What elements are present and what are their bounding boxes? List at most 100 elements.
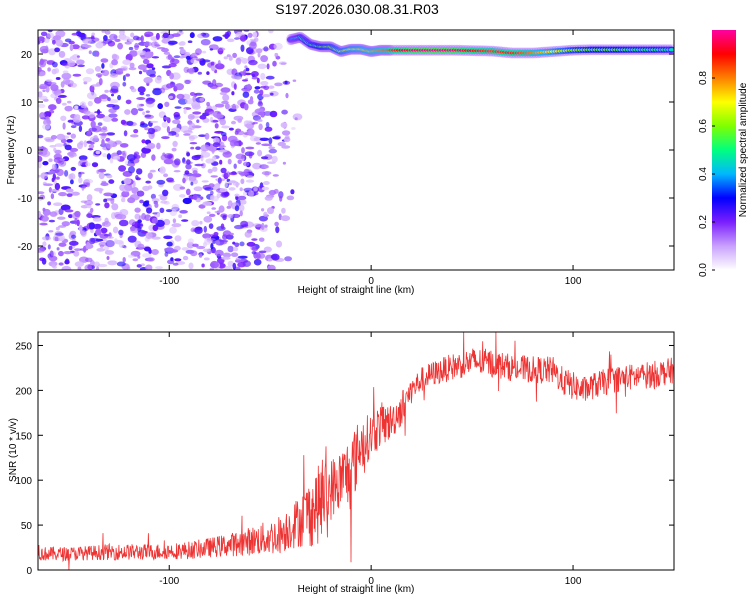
noise-speck [120, 36, 131, 41]
noise-speck [48, 187, 53, 193]
noise-speck [261, 94, 271, 98]
noise-speck [224, 181, 228, 188]
noise-speck [188, 135, 195, 141]
noise-speck [163, 235, 173, 240]
noise-speck [281, 130, 291, 136]
noise-speck [139, 123, 149, 128]
noise-speck [226, 30, 232, 36]
noise-speck [281, 109, 288, 115]
noise-speck [159, 166, 166, 174]
noise-speck [206, 71, 210, 75]
noise-speck [209, 233, 218, 237]
noise-speck [45, 138, 55, 143]
noise-speck [174, 158, 181, 166]
noise-speck [261, 156, 269, 160]
noise-speck [279, 195, 283, 202]
noise-speck [208, 183, 215, 188]
noise-speck [77, 64, 85, 68]
noise-speck [102, 115, 113, 122]
noise-speck [161, 65, 172, 69]
noise-speck [145, 264, 153, 270]
noise-speck [241, 147, 245, 154]
noise-speck [76, 59, 85, 65]
noise-speck [101, 139, 105, 147]
noise-speck [226, 205, 232, 209]
noise-speck [257, 63, 267, 69]
noise-speck [77, 142, 83, 150]
noise-speck [222, 151, 232, 158]
noise-speck [181, 247, 189, 251]
noise-speck [67, 100, 72, 104]
noise-speck [64, 105, 73, 112]
noise-speck [239, 187, 243, 192]
noise-speck [123, 245, 127, 249]
noise-speck [104, 198, 115, 201]
noise-speck [54, 182, 61, 191]
noise-speck [255, 252, 261, 260]
noise-speck [70, 179, 74, 185]
noise-speck [95, 41, 104, 49]
noise-speck [115, 68, 124, 75]
noise-speck [212, 36, 223, 42]
noise-speck [154, 44, 161, 47]
noise-speck [43, 111, 52, 118]
noise-speck [94, 97, 102, 104]
noise-speck [209, 48, 214, 51]
noise-speck [257, 149, 263, 157]
noise-speck [186, 152, 191, 157]
noise-speck [151, 154, 156, 161]
noise-speck [156, 142, 161, 150]
noise-speck [268, 146, 276, 150]
noise-speck [270, 253, 280, 261]
noise-speck [220, 167, 227, 174]
noise-speck [222, 94, 230, 102]
noise-speck [228, 127, 234, 131]
noise-speck [95, 73, 103, 77]
noise-speck [48, 219, 56, 223]
colorbar-tick-label: 0.4 [698, 167, 709, 181]
noise-speck [219, 118, 226, 126]
noise-speck [141, 213, 147, 220]
noise-speck [201, 263, 205, 268]
noise-speck [128, 46, 134, 51]
noise-speck [227, 245, 234, 253]
noise-speck [38, 191, 45, 195]
noise-speck [202, 32, 210, 38]
noise-speck [62, 62, 69, 67]
noise-speck [137, 255, 141, 259]
noise-speck [217, 177, 222, 184]
noise-speck [100, 135, 106, 140]
noise-speck [228, 187, 236, 191]
noise-speck [39, 112, 46, 120]
noise-speck [252, 191, 259, 196]
noise-speck [202, 233, 212, 239]
noise-speck [156, 212, 161, 218]
y-tick-label: 20 [21, 50, 33, 61]
noise-speck [211, 105, 218, 111]
noise-speck [51, 177, 55, 182]
noise-speck [252, 31, 258, 38]
noise-speck [234, 193, 240, 197]
noise-speck [237, 195, 247, 201]
noise-speck [58, 192, 67, 197]
noise-speck [38, 247, 45, 253]
noise-speck [263, 85, 270, 91]
noise-speck [233, 83, 237, 90]
noise-speck [138, 215, 143, 220]
noise-speck [201, 180, 209, 183]
noise-speck [174, 258, 182, 262]
noise-speck [59, 158, 66, 161]
noise-speck [132, 258, 139, 262]
noise-speck [130, 134, 139, 138]
noise-speck [147, 172, 153, 179]
noise-speck [60, 204, 71, 211]
noise-speck [64, 260, 70, 265]
noise-speck [206, 211, 211, 214]
snr-line-group [38, 332, 674, 570]
noise-speck [232, 262, 237, 270]
noise-speck [157, 103, 163, 110]
noise-speck [116, 261, 126, 267]
noise-speck [101, 238, 108, 242]
noise-speck [166, 241, 173, 247]
noise-speck [249, 96, 254, 102]
